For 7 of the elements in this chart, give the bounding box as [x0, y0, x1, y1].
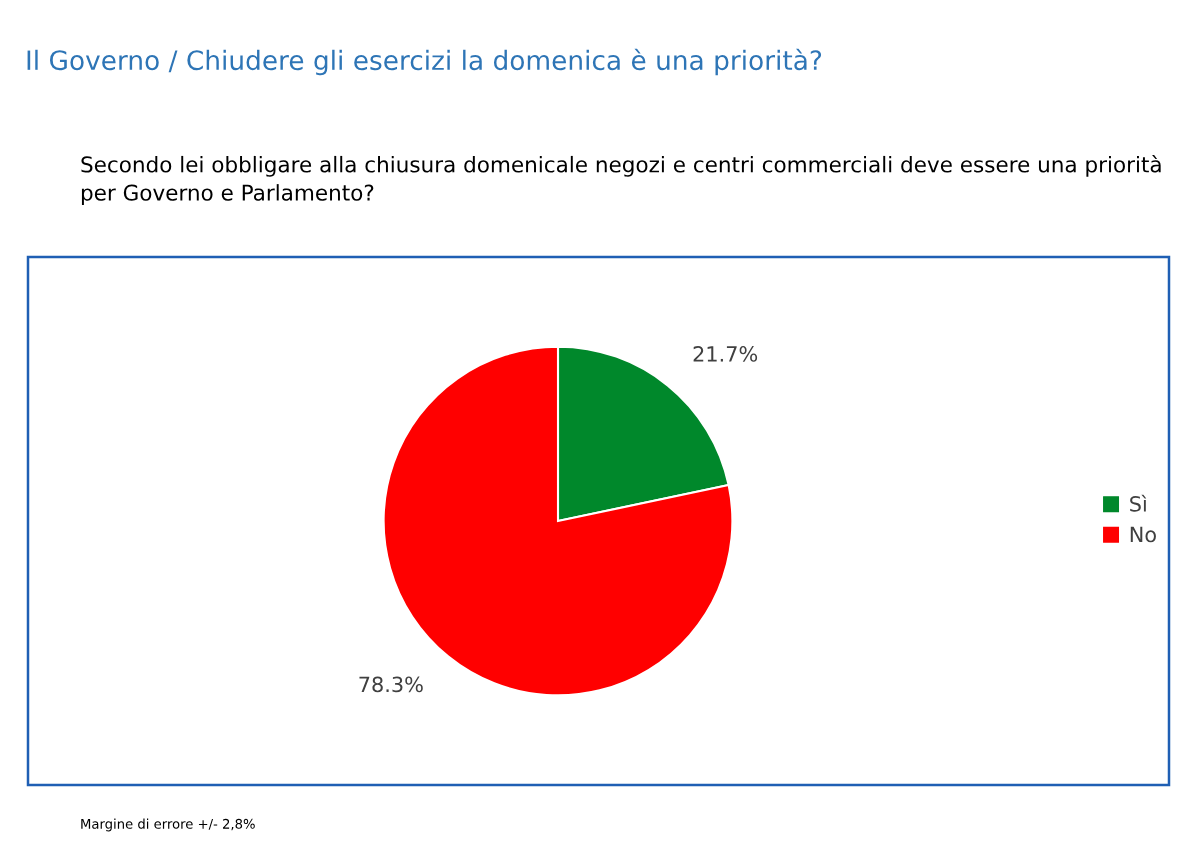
legend-label: No: [1130, 526, 1156, 543]
legend-label: Sì: [1130, 494, 1147, 512]
data-label: 78.3%: [359, 676, 423, 693]
chart-title: Il Governo / Chiudere gli esercizi la domenica è una priorità?: [27, 48, 822, 76]
chart-subtitle: Secondo lei obbligare alla chiusura domenicale negozi e centri commerciali deve essere una priorità per Governo e Parlamento?: [81, 155, 1161, 205]
data-label: 21.7%: [693, 346, 758, 362]
text: Margine di errore +/- 2,8%: [81, 818, 255, 832]
